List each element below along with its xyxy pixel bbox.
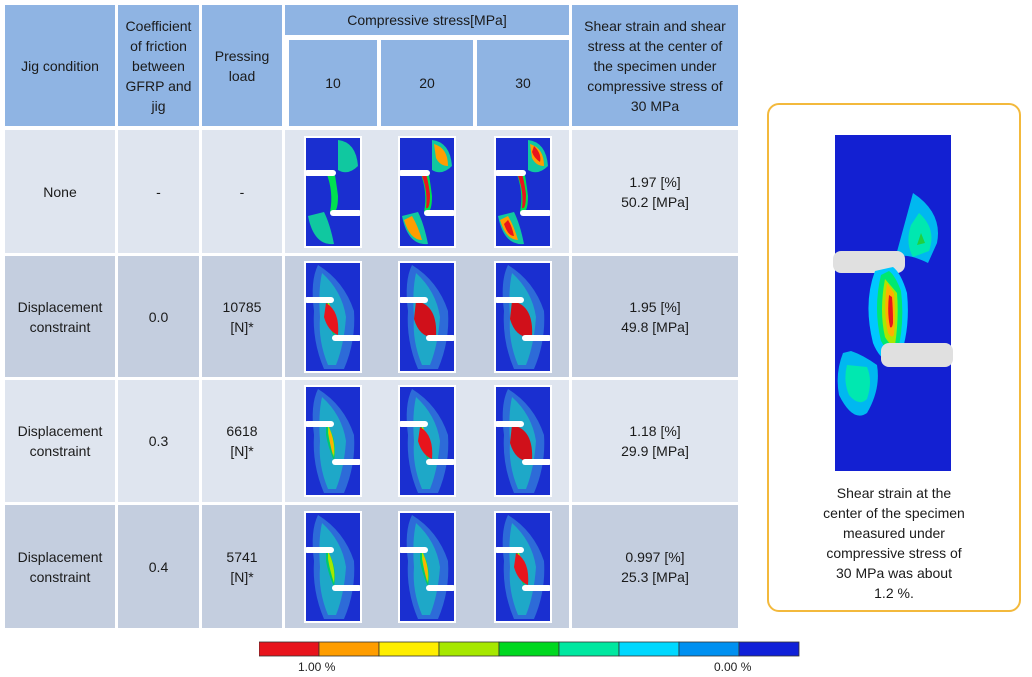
- row-4-load: 5741 [N]*: [202, 505, 282, 628]
- row-3-coefficient: 0.3: [118, 380, 199, 502]
- row-4-result: 0.997 [%] 25.3 [MPa]: [572, 505, 738, 628]
- row-3-stress: 29.9 [MPa]: [621, 443, 689, 459]
- color-legend: [259, 641, 800, 657]
- row-2-stress: 49.8 [MPa]: [621, 318, 689, 335]
- row-3-load: 6618 [N]*: [202, 380, 282, 502]
- legend-swatch: [318, 641, 380, 657]
- simulation-image: [304, 260, 362, 373]
- simulation-image: [304, 385, 362, 497]
- legend-swatch: [378, 641, 440, 657]
- simulation-image: [494, 510, 552, 623]
- row-1-strain: 1.97 [%]: [629, 173, 681, 190]
- simulation-image: [398, 385, 456, 497]
- row-2-load: 10785 [N]*: [202, 256, 282, 377]
- row-2-coefficient: 0.0: [118, 256, 199, 377]
- note-panel: Shear strain at the center of the specim…: [767, 103, 1021, 612]
- header-stress-30: 30: [477, 40, 569, 126]
- header-compressive-stress: Compressive stress[MPa]: [285, 5, 569, 35]
- legend-swatch: [498, 641, 560, 657]
- simulation-image: [494, 260, 552, 373]
- legend-swatch: [438, 641, 500, 657]
- row-1-result: 1.97 [%] 50.2 [MPa]: [572, 130, 738, 253]
- legend-swatch: [738, 641, 800, 657]
- header-pressing-load: Pressing load: [202, 5, 282, 126]
- header-shear: Shear strain and shear stress at the cen…: [572, 5, 738, 126]
- simulation-image: [398, 510, 456, 623]
- row-1-condition: None: [5, 130, 115, 253]
- row-3-strain: 1.18 [%]: [629, 423, 681, 439]
- row-3-condition: Displacement constraint: [5, 380, 115, 502]
- row-4-stress: 25.3 [MPa]: [621, 568, 689, 585]
- row-2-condition: Displacement constraint: [5, 256, 115, 377]
- legend-min-label: 0.00 %: [714, 660, 752, 674]
- legend-swatch: [558, 641, 620, 657]
- simulation-image: [494, 385, 552, 497]
- row-3-result: 1.18 [%] 29.9 [MPa]: [572, 380, 738, 502]
- row-2-strain: 1.95 [%]: [629, 298, 681, 315]
- simulation-image: [304, 135, 362, 248]
- header-stress-10: 10: [289, 40, 377, 126]
- large-specimen-image: [833, 133, 953, 473]
- header-coefficient: Coefficient of friction between GFRP and…: [118, 5, 199, 126]
- row-4-coefficient: 0.4: [118, 505, 199, 628]
- legend-swatch: [618, 641, 680, 657]
- legend-swatch: [259, 641, 320, 657]
- header-jig-condition: Jig condition: [5, 5, 115, 126]
- row-4-strain: 0.997 [%]: [625, 548, 685, 565]
- simulation-image: [398, 135, 456, 248]
- simulation-image: [304, 510, 362, 623]
- simulation-image: [494, 135, 552, 248]
- header-stress-20: 20: [381, 40, 473, 126]
- row-1-load: -: [202, 130, 282, 253]
- row-4-condition: Displacement constraint: [5, 505, 115, 628]
- row-2-result: 1.95 [%] 49.8 [MPa]: [572, 256, 738, 377]
- legend-swatch: [678, 641, 740, 657]
- legend-max-label: 1.00 %: [298, 660, 336, 674]
- simulation-image: [398, 260, 456, 373]
- row-1-stress: 50.2 [MPa]: [621, 193, 689, 210]
- note-text: Shear strain at the center of the specim…: [823, 485, 965, 601]
- row-1-coefficient: -: [118, 130, 199, 253]
